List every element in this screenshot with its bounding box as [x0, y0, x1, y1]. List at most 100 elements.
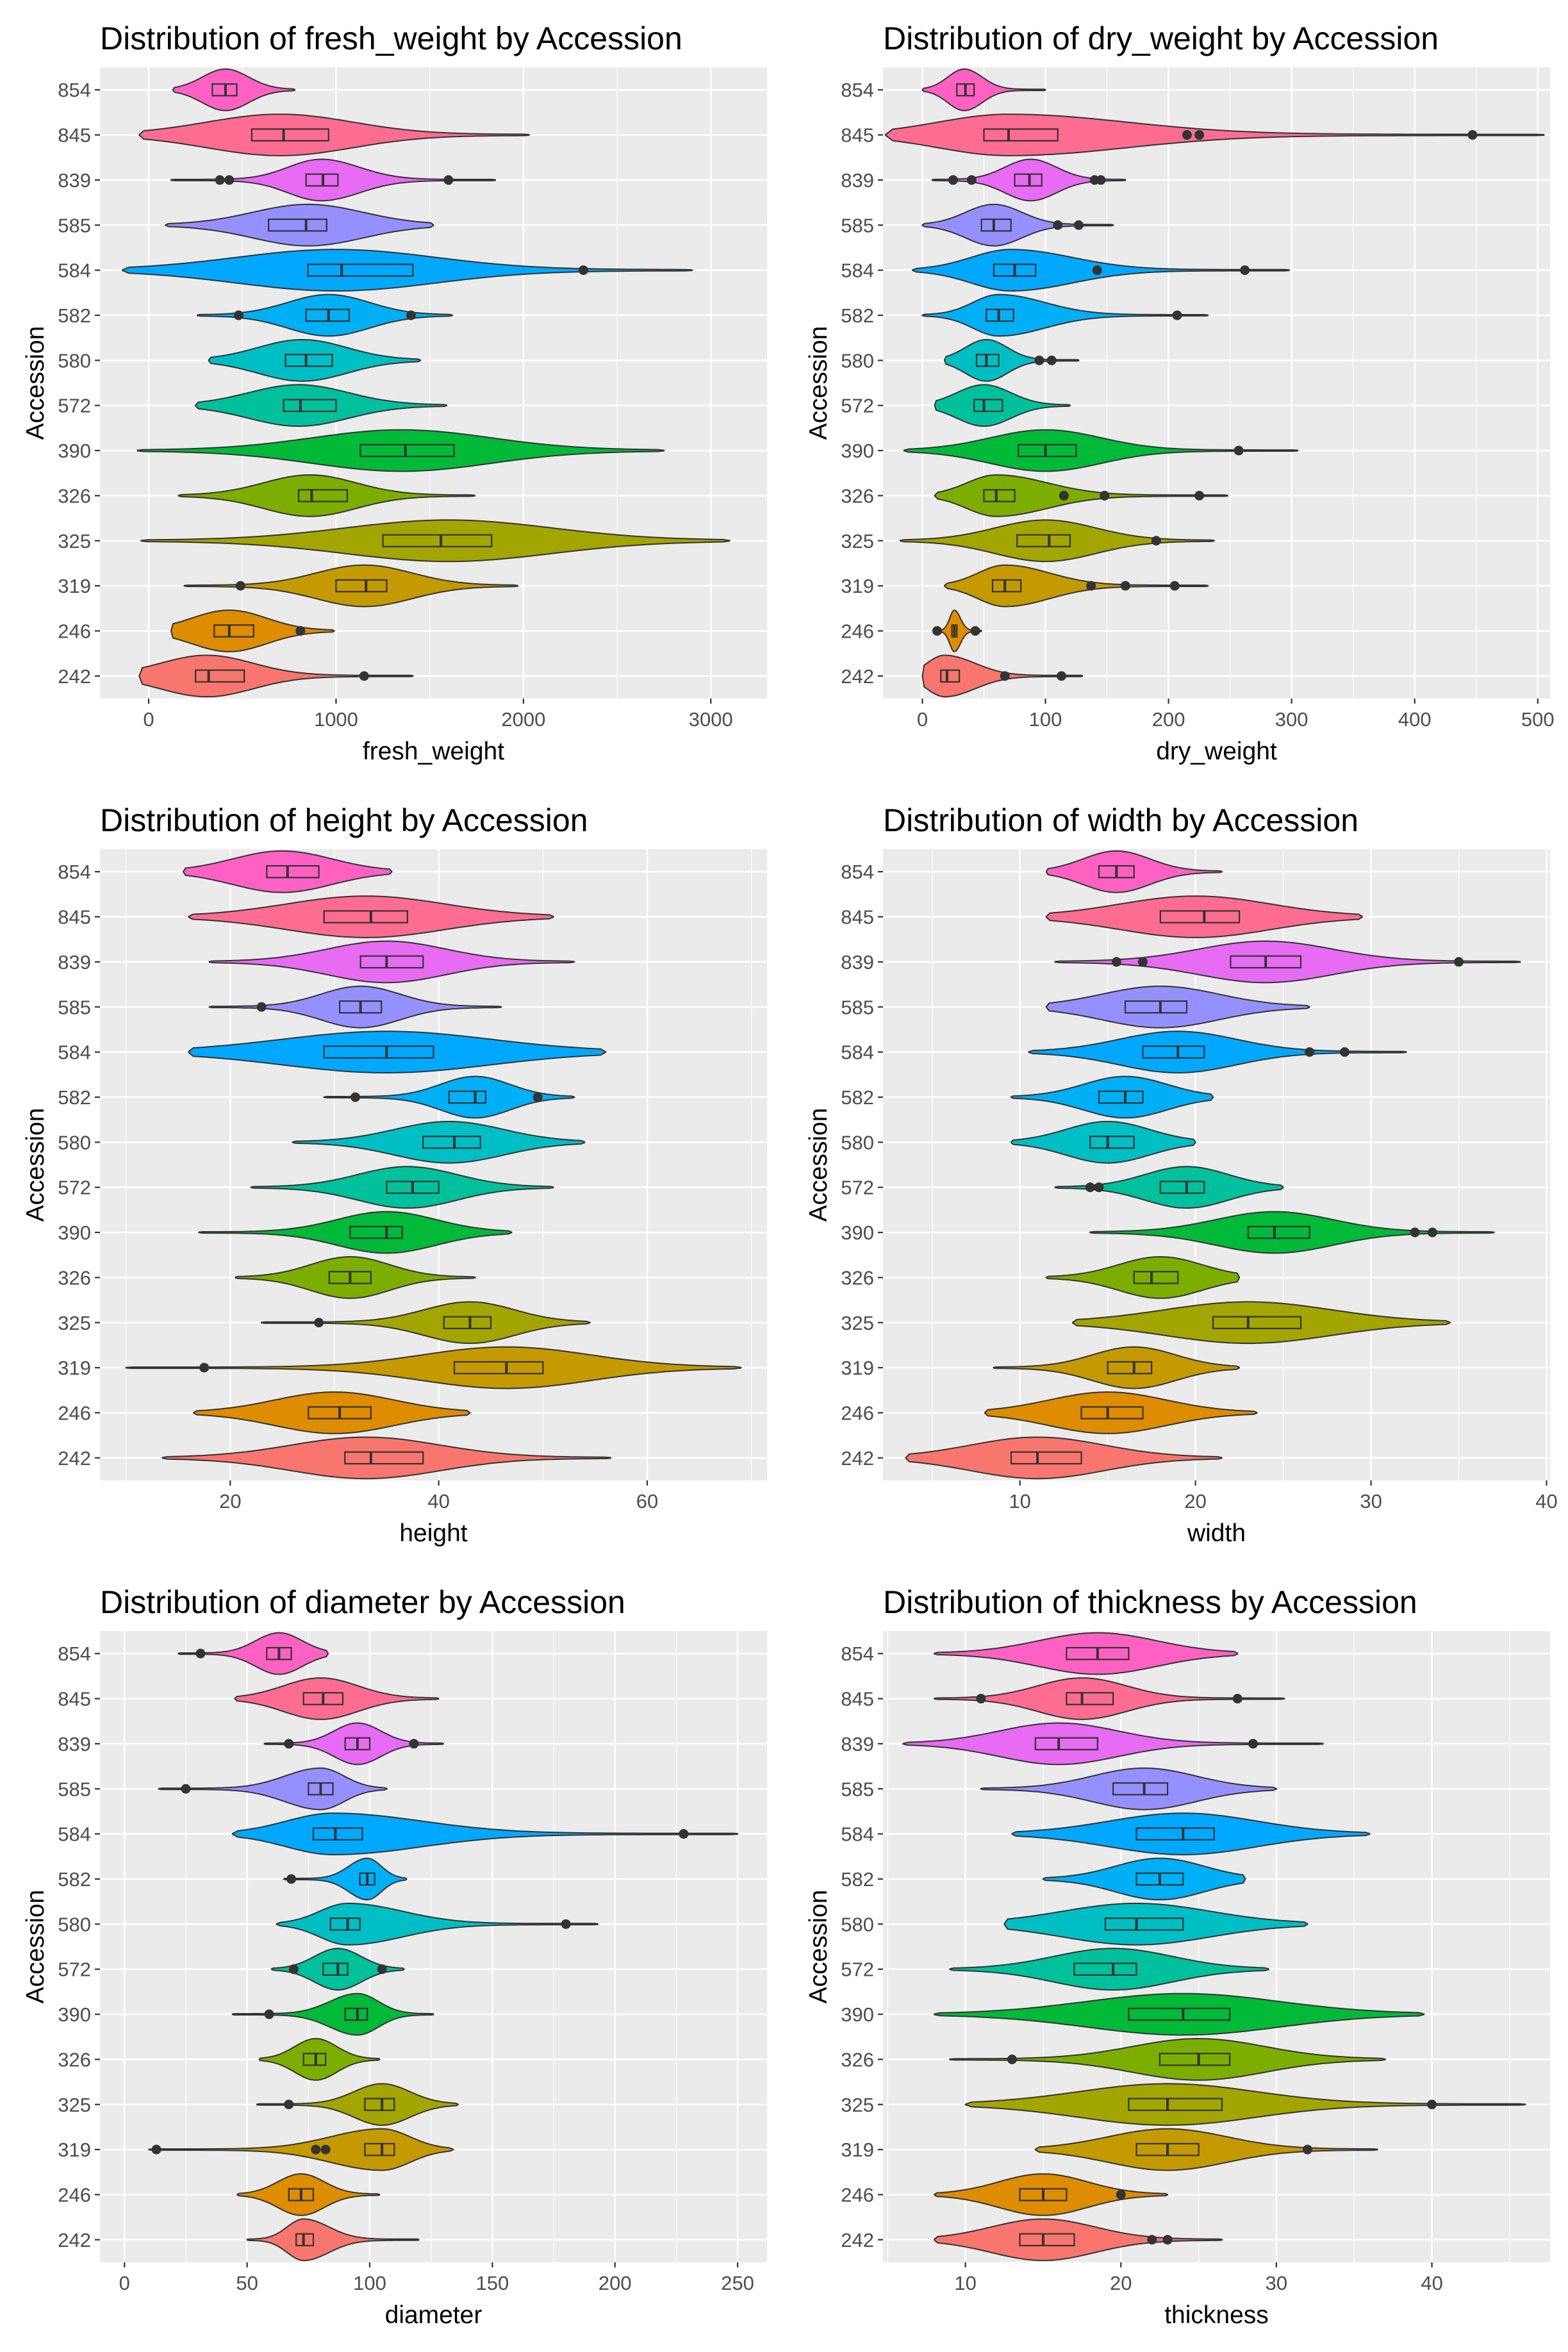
y-tick-label: 585 [841, 996, 874, 1018]
outlier-point [151, 2144, 161, 2155]
boxplot-box-585 [1112, 1782, 1169, 1796]
y-tick-label: 845 [58, 1688, 91, 1710]
violin-854 [921, 68, 1046, 112]
outlier-point [1232, 1694, 1242, 1704]
violin-845 [138, 113, 530, 156]
violin-319 [125, 1346, 742, 1389]
x-tick-label: 400 [1398, 708, 1432, 731]
y-tick-label: 246 [58, 1402, 91, 1424]
x-tick-label: 30 [1266, 2272, 1287, 2294]
y-tick-label: 582 [841, 304, 874, 327]
outlier-point [561, 1919, 571, 1929]
chart-title: Distribution of height by Accession [100, 802, 588, 838]
y-tick-label: 242 [58, 665, 91, 688]
boxplot-box-390 [349, 1225, 403, 1239]
boxplot-box-584 [312, 1827, 363, 1841]
x-tick-label: 10 [954, 2272, 976, 2294]
chart-title: Distribution of diameter by Accession [100, 1584, 625, 1620]
y-tick-label: 326 [58, 484, 91, 507]
x-tick-label: 20 [1110, 2272, 1132, 2294]
y-tick-label: 845 [841, 1688, 874, 1710]
x-tick-label: 0 [119, 2272, 130, 2294]
outlier-point [284, 2099, 294, 2110]
panel-3: 854 845 839 585 584 582 580 572 390 326 325 319 246 2… [22, 802, 767, 1547]
outlier-point [359, 671, 369, 681]
boxplot-box-845 [1066, 1692, 1114, 1705]
outlier-point [1454, 957, 1464, 967]
y-tick-label: 585 [58, 996, 91, 1018]
y-tick-label: 585 [841, 214, 874, 236]
x-tick-label: 100 [1029, 708, 1062, 731]
y-tick-label: 319 [58, 575, 91, 597]
boxplot-box-580 [285, 354, 333, 367]
y-axis-label: Accession [805, 326, 832, 440]
outlier-point [1085, 1182, 1095, 1193]
x-axis-label: diameter [385, 2301, 483, 2329]
plot-panel [100, 849, 767, 1480]
x-tick-label: 100 [353, 2272, 386, 2294]
boxplot-box-390 [359, 443, 455, 458]
outlier-point [1302, 2144, 1312, 2155]
outlier-point [1427, 1227, 1437, 1238]
y-tick-label: 584 [58, 1041, 91, 1064]
outlier-point [320, 2144, 331, 2155]
y-tick-label: 246 [841, 1402, 874, 1424]
boxplot-box-325 [443, 1316, 492, 1329]
boxplot-box-326 [983, 489, 1016, 502]
panel-2: 854 845 839 585 584 582 580 572 390 326 325 319 246 2… [805, 21, 1555, 765]
y-tick-label: 326 [58, 2048, 91, 2071]
outlier-point [286, 1874, 297, 1884]
y-tick-label: 325 [58, 1312, 91, 1334]
boxplot-box-242 [1019, 2233, 1075, 2247]
y-tick-label: 390 [841, 440, 874, 462]
outlier-point [1120, 581, 1130, 591]
x-tick-label: 0 [917, 708, 928, 731]
violin-582 [921, 294, 1209, 337]
y-tick-label: 582 [841, 1868, 874, 1891]
y-tick-label: 325 [58, 530, 91, 552]
x-tick-label: 20 [1184, 1490, 1206, 1512]
y-tick-label: 584 [841, 1823, 874, 1846]
boxplot-box-246 [1080, 1406, 1144, 1420]
y-axis-label: Accession [805, 1890, 832, 2004]
x-tick-label: 250 [721, 2272, 754, 2294]
y-tick-label: 572 [841, 1177, 874, 1199]
y-tick-label: 325 [841, 2094, 874, 2116]
outlier-point [1053, 220, 1063, 230]
boxplot-box-585 [980, 219, 1012, 232]
chart-title: Distribution of width by Accession [883, 802, 1358, 838]
outlier-point [1194, 130, 1205, 140]
y-tick-label: 854 [58, 79, 91, 101]
y-tick-label: 319 [841, 575, 874, 597]
outlier-point [1339, 1047, 1349, 1057]
y-tick-label: 246 [841, 2183, 874, 2206]
x-tick-label: 1000 [314, 708, 358, 731]
chart-title: Distribution of dry_weight by Accession [883, 21, 1439, 56]
outlier-point [966, 175, 977, 185]
y-tick-label: 390 [841, 2003, 874, 2026]
outlier-point [1182, 130, 1192, 140]
y-tick-label: 839 [58, 169, 91, 192]
x-tick-label: 200 [598, 2272, 632, 2294]
x-axis-label: height [399, 1520, 467, 1547]
x-tick-label: 60 [636, 1490, 658, 1512]
outlier-point [311, 2144, 321, 2155]
y-tick-label: 584 [58, 1823, 91, 1846]
y-tick-label: 580 [58, 1913, 91, 1935]
outlier-point [1116, 2189, 1126, 2199]
boxplot-box-242 [344, 1451, 424, 1465]
boxplot-box-839 [1034, 1737, 1098, 1751]
boxplot-box-325 [1212, 1316, 1302, 1329]
outlier-point [1096, 175, 1106, 185]
violin-246 [934, 609, 982, 652]
violin-325 [964, 2083, 1526, 2126]
boxplot-box-572 [283, 399, 337, 412]
boxplot-box-845 [1159, 910, 1241, 923]
y-tick-label: 839 [841, 1733, 874, 1755]
x-tick-label: 300 [1275, 708, 1308, 731]
outlier-point [1137, 957, 1148, 967]
y-tick-label: 839 [841, 169, 874, 192]
y-tick-label: 582 [58, 1868, 91, 1891]
chart-title: Distribution of thickness by Accession [883, 1584, 1417, 1620]
boxplot-box-390 [1247, 1225, 1310, 1239]
